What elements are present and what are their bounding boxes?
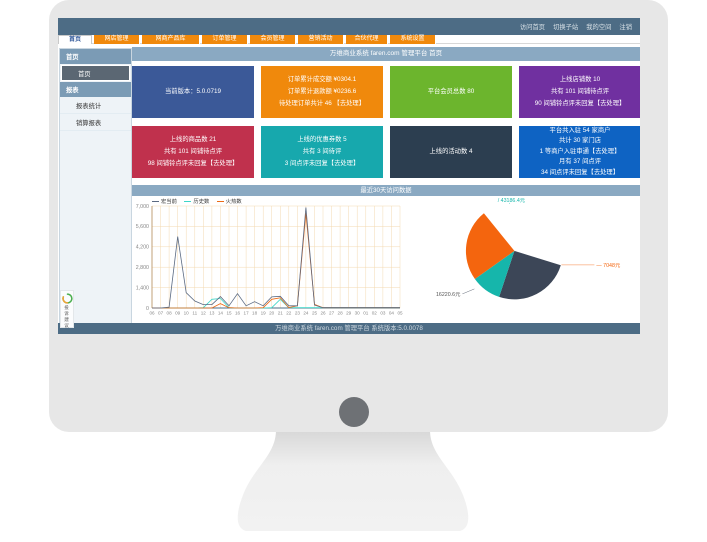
svg-text:11: 11 — [192, 311, 197, 316]
svg-text:5,600: 5,600 — [136, 224, 149, 230]
svg-text:20: 20 — [269, 311, 275, 316]
svg-text:7,000: 7,000 — [136, 204, 149, 210]
svg-text:01: 01 — [363, 311, 369, 316]
svg-text:07: 07 — [158, 311, 164, 316]
svg-text:08: 08 — [167, 311, 173, 316]
svg-text:13: 13 — [209, 311, 215, 316]
svg-text:06: 06 — [149, 311, 155, 316]
svg-text:26: 26 — [320, 311, 326, 316]
svg-text:2,800: 2,800 — [136, 265, 149, 271]
svg-text:28: 28 — [338, 311, 344, 316]
svg-text:10: 10 — [184, 311, 190, 316]
svg-text:15: 15 — [226, 311, 232, 316]
svg-text:25: 25 — [312, 311, 318, 316]
svg-text:22: 22 — [286, 311, 292, 316]
svg-text:4,200: 4,200 — [136, 245, 149, 251]
svg-text:02: 02 — [372, 311, 378, 316]
svg-text:17: 17 — [244, 311, 250, 316]
svg-text:18: 18 — [252, 311, 258, 316]
svg-text:04: 04 — [389, 311, 395, 316]
svg-text:29: 29 — [346, 311, 352, 316]
svg-text:21: 21 — [278, 311, 284, 316]
svg-text:/ 43186.4元: / 43186.4元 — [498, 197, 526, 204]
svg-text:16: 16 — [235, 311, 241, 316]
svg-text:16220.6元: 16220.6元 — [436, 291, 461, 298]
svg-text:1,400: 1,400 — [136, 285, 149, 291]
svg-text:03: 03 — [380, 311, 386, 316]
svg-text:23: 23 — [295, 311, 301, 316]
svg-text:19: 19 — [261, 311, 267, 316]
svg-text:09: 09 — [175, 311, 181, 316]
svg-text:24: 24 — [303, 311, 309, 316]
svg-text:12: 12 — [201, 311, 207, 316]
svg-text:30: 30 — [355, 311, 361, 316]
svg-text:14: 14 — [218, 311, 224, 316]
svg-text:27: 27 — [329, 311, 335, 316]
svg-text:— 7048元: — 7048元 — [596, 262, 621, 269]
